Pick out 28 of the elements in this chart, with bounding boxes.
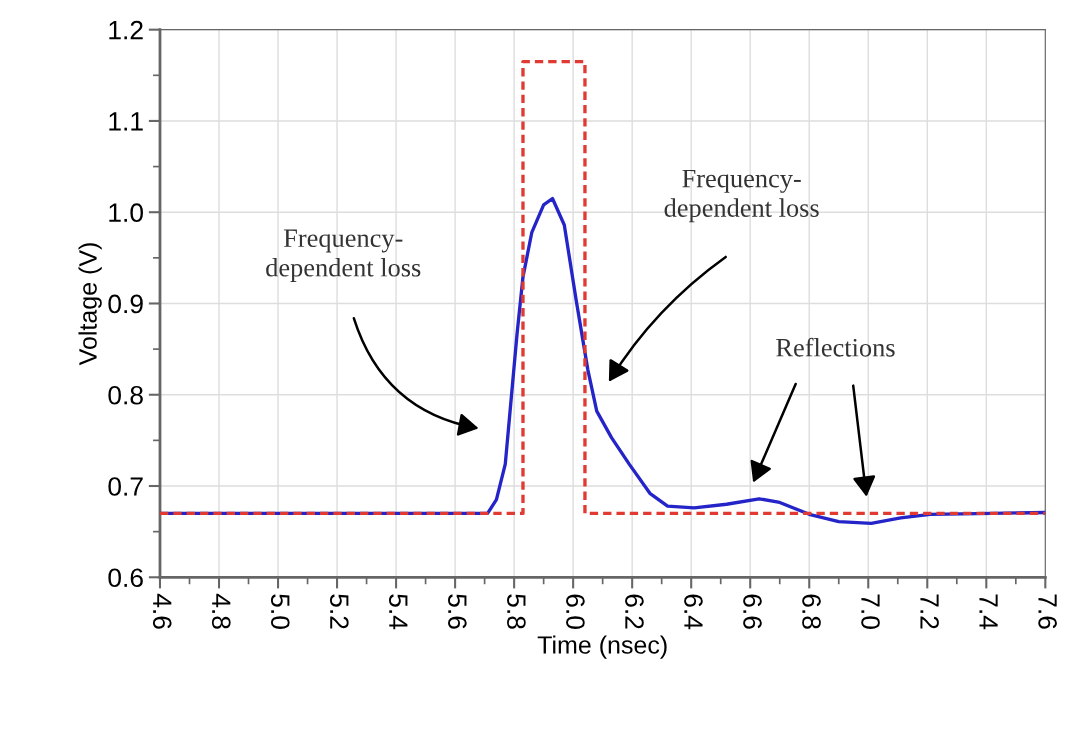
x-tick-label: 4.8 <box>211 593 231 629</box>
y-tick-label: 0.6 <box>108 568 143 588</box>
y-tick-label: 1.0 <box>109 203 143 223</box>
x-tick-label: 4.6 <box>152 593 172 629</box>
x-tick-label: 7.6 <box>1038 594 1057 629</box>
x-tick-label: 5.4 <box>388 594 408 630</box>
x-tick-label: 7.0 <box>861 594 880 629</box>
annotation: Reflections <box>776 337 895 357</box>
y-tick-label: 1.1 <box>109 112 143 131</box>
y-axis-title: Voltage (V) <box>78 243 102 366</box>
x-tick-label: 5.2 <box>329 594 349 629</box>
y-tick-label: 0.9 <box>108 294 143 314</box>
y-tick-label: 0.8 <box>108 385 143 405</box>
y-tick-label: 0.7 <box>108 477 143 496</box>
annotation: Frequency- dependent loss <box>266 229 421 282</box>
x-tick-label: 5.0 <box>270 594 290 629</box>
x-tick-label: 7.4 <box>979 594 998 630</box>
x-tick-label: 7.2 <box>920 594 939 629</box>
x-tick-label: 6.4 <box>684 594 703 630</box>
y-tick-label: 1.2 <box>109 20 143 40</box>
x-axis-title: Time (nsec) <box>537 635 667 659</box>
x-tick-label: 5.6 <box>448 594 467 629</box>
x-tick-label: 6.8 <box>802 594 821 629</box>
annotation: Frequency- dependent loss <box>664 169 819 223</box>
x-tick-label: 6.2 <box>625 594 644 629</box>
x-tick-label: 5.8 <box>507 594 526 629</box>
x-tick-label: 6.6 <box>743 594 762 629</box>
x-tick-label: 6.0 <box>566 594 585 629</box>
